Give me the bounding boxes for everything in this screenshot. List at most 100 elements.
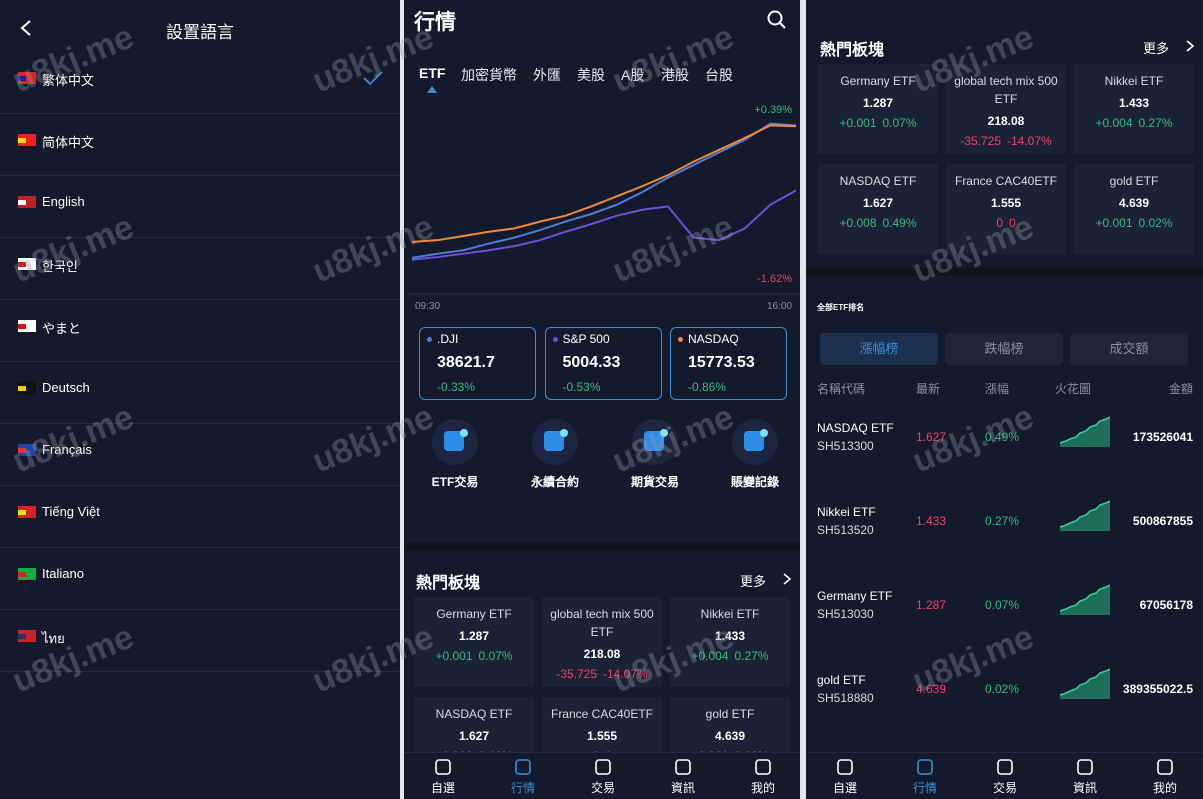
nav-icon[interactable] [674, 758, 692, 776]
nav-label[interactable]: 自選 [430, 781, 455, 795]
etf-name[interactable]: Nikkei ETF [817, 505, 876, 519]
etf-price: 1.433 [916, 514, 947, 528]
action-icon[interactable] [431, 418, 479, 466]
index-price: 5004.33 [562, 354, 621, 371]
index-card[interactable]: S&P 500 5004.33 -0.53% [544, 327, 662, 400]
card-name: France CAC40ETF [954, 174, 1058, 188]
language-option[interactable]: Italiano [42, 566, 84, 581]
language-option[interactable]: Français [42, 442, 92, 457]
etf-name[interactable]: Germany ETF [817, 589, 893, 603]
nav-glyph [435, 759, 451, 775]
hot-card[interactable]: NASDAQ ETF 1.627 +0.008 0.49% [818, 164, 938, 254]
language-option[interactable]: 简体中文 [42, 135, 95, 150]
icon-dot [460, 429, 468, 437]
nav-glyph [1077, 759, 1093, 775]
nav-label[interactable]: 行情 [912, 781, 937, 795]
card-price: 1.555 [990, 196, 1022, 210]
nav-label[interactable]: 自選 [832, 781, 857, 795]
hot-card[interactable]: Germany ETF 1.287 +0.001 0.07% [414, 597, 534, 687]
action-icon[interactable] [731, 418, 779, 466]
divider [0, 361, 400, 362]
nav-icon[interactable] [434, 758, 452, 776]
flag-icon [18, 134, 36, 146]
nav-label[interactable]: 行情 [510, 781, 535, 795]
action-label[interactable]: 永續合約 [530, 475, 579, 489]
more-link[interactable]: 更多 [1142, 41, 1169, 56]
language-option[interactable]: ไทย [42, 631, 65, 646]
nav-glyph [755, 759, 771, 775]
sparkline-line [1060, 500, 1110, 528]
action-label[interactable]: ETF交易 [431, 475, 479, 489]
more-link[interactable]: 更多 [739, 574, 766, 589]
market-tab[interactable]: A股 [621, 67, 645, 83]
market-tab[interactable]: 美股 [577, 67, 605, 83]
card-price: 1.287 [862, 96, 894, 110]
etf-code: SH513030 [817, 607, 874, 621]
nav-label[interactable]: 交易 [992, 781, 1017, 795]
nav-glyph [675, 759, 691, 775]
search-icon[interactable] [766, 9, 788, 31]
market-tab[interactable]: 台股 [705, 67, 733, 83]
index-card[interactable]: NASDAQ 15773.53 -0.86% [670, 327, 787, 400]
language-option[interactable]: 繁体中文 [42, 73, 95, 88]
index-card[interactable]: .DJI 38621.7 -0.33% [419, 327, 536, 400]
card-percent: -14.07% [1007, 134, 1052, 148]
nav-icon[interactable] [1156, 758, 1174, 776]
index-dot [552, 337, 558, 342]
nav-label[interactable]: 交易 [590, 781, 615, 795]
etf-name[interactable]: gold ETF [817, 673, 866, 687]
nav-icon[interactable] [1076, 758, 1094, 776]
hot-card[interactable]: global tech mix 500 ETF 218.08 -35.725 -14.… [946, 64, 1066, 154]
language-option[interactable]: English [42, 194, 85, 209]
back-icon[interactable] [18, 18, 34, 38]
nav-icon[interactable] [754, 758, 772, 776]
market-tab[interactable]: ETF [419, 65, 446, 81]
action-icon[interactable] [531, 418, 579, 466]
card-change-row: +0.008 0.49% [818, 216, 938, 230]
hot-card[interactable]: gold ETF 4.639 +0.001 0.02% [1074, 164, 1194, 254]
ranking-tab[interactable]: 跌幅榜 [945, 333, 1063, 365]
language-option[interactable]: Deutsch [42, 380, 90, 395]
nav-label[interactable]: 我的 [750, 781, 775, 795]
flag-icon [18, 630, 36, 642]
hot-card[interactable]: Nikkei ETF 1.433 +0.004 0.27% [1074, 64, 1194, 154]
card-percent: 0.07% [882, 116, 917, 130]
hot-card[interactable]: Germany ETF 1.287 +0.001 0.07% [818, 64, 938, 154]
ranking-tab[interactable]: 漲幅榜 [820, 333, 938, 365]
nav-icon[interactable] [514, 758, 532, 776]
market-tab[interactable]: 港股 [661, 67, 689, 83]
flag-mark [18, 510, 26, 515]
action-icon[interactable] [631, 418, 679, 466]
nav-label[interactable]: 資訊 [670, 781, 695, 795]
nav-icon[interactable] [594, 758, 612, 776]
card-change-row: -35.725 -14.07% [542, 667, 662, 681]
divider [0, 485, 400, 486]
nav-icon[interactable] [836, 758, 854, 776]
nav-label[interactable]: 資訊 [1072, 781, 1097, 795]
card-name: Nikkei ETF [1104, 74, 1164, 88]
language-option[interactable]: やまと [42, 321, 82, 336]
card-name: Germany ETF [840, 74, 916, 88]
hot-card[interactable]: Nikkei ETF 1.433 +0.004 0.27% [670, 597, 790, 687]
chart-high-label: +0.39% [754, 104, 792, 116]
market-tab[interactable]: 外匯 [533, 67, 561, 83]
etf-name[interactable]: NASDAQ ETF [817, 421, 894, 435]
nav-icon[interactable] [996, 758, 1014, 776]
language-option[interactable]: 한국인 [42, 259, 78, 274]
card-percent: 0.27% [1138, 116, 1173, 130]
icon-glyph [544, 431, 564, 451]
action-label[interactable]: 期貨交易 [630, 475, 679, 489]
ranking-tab[interactable]: 成交額 [1070, 333, 1188, 365]
language-option[interactable]: Tiếng Việt [42, 504, 100, 519]
market-tab[interactable]: 加密貨幣 [461, 67, 517, 83]
market-panel: 行情 ETF 加密貨幣 外匯 美股 A股 港股 台股 +0.39% -1.62% 09:30 16:… [404, 0, 800, 799]
card-name: gold ETF [1109, 174, 1159, 188]
nav-label[interactable]: 我的 [1152, 781, 1177, 795]
column-header: 金額 [1168, 382, 1193, 396]
etf-change: 0.49% [985, 430, 1020, 444]
nav-icon[interactable] [916, 758, 934, 776]
action-label[interactable]: 賬變記錄 [730, 475, 779, 489]
hot-card[interactable]: global tech mix 500 ETF 218.08 -35.725 -14.… [542, 597, 662, 687]
